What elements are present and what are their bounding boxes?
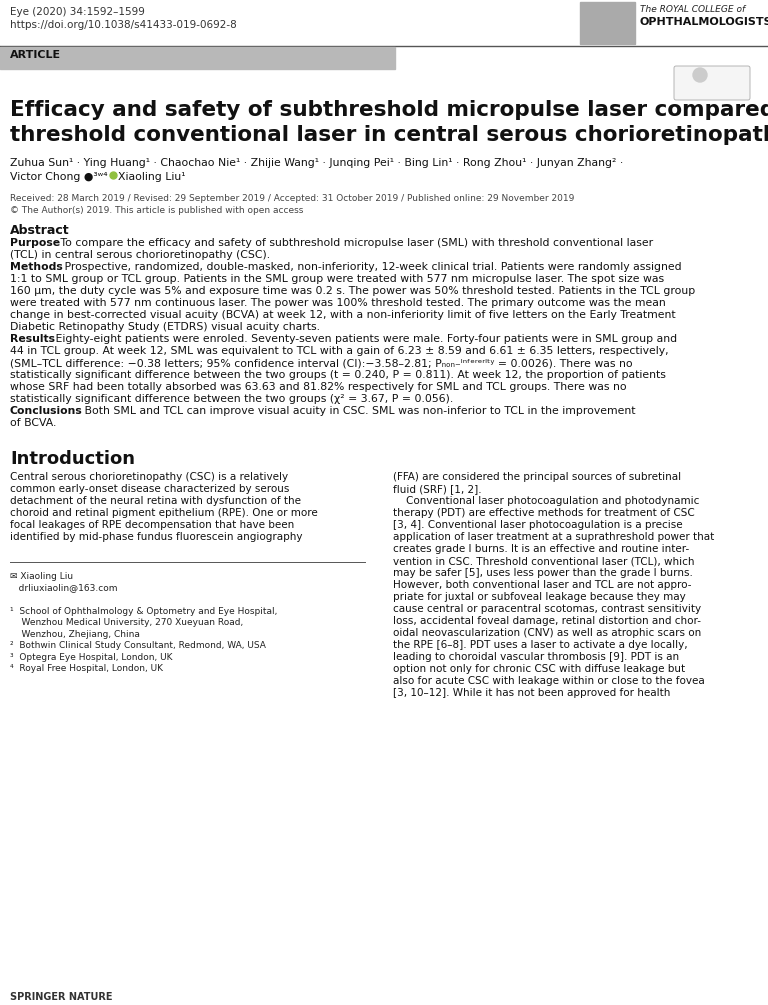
Text: Eighty-eight patients were enroled. Seventy-seven patients were male. Forty-four: Eighty-eight patients were enroled. Seve…	[52, 334, 677, 344]
Text: https://doi.org/10.1038/s41433-019-0692-8: https://doi.org/10.1038/s41433-019-0692-…	[10, 20, 237, 30]
Text: ³  Optegra Eye Hospital, London, UK: ³ Optegra Eye Hospital, London, UK	[10, 652, 173, 661]
Text: the RPE [6–8]. PDT uses a laser to activate a dye locally,: the RPE [6–8]. PDT uses a laser to activ…	[393, 640, 687, 650]
Text: detachment of the neural retina with dysfunction of the: detachment of the neural retina with dys…	[10, 496, 301, 506]
Text: © The Author(s) 2019. This article is published with open access: © The Author(s) 2019. This article is pu…	[10, 206, 303, 215]
Text: statistically significant difference between the two groups (t = 0.240, P = 0.81: statistically significant difference bet…	[10, 370, 666, 380]
Text: whose SRF had been totally absorbed was 63.63 and 81.82% respectively for SML an: whose SRF had been totally absorbed was …	[10, 382, 627, 392]
Text: ARTICLE: ARTICLE	[10, 50, 61, 60]
Text: Received: 28 March 2019 / Revised: 29 September 2019 / Accepted: 31 October 2019: Received: 28 March 2019 / Revised: 29 Se…	[10, 194, 574, 203]
Text: Central serous chorioretinopathy (CSC) is a relatively: Central serous chorioretinopathy (CSC) i…	[10, 472, 288, 482]
Text: 160 μm, the duty cycle was 5% and exposure time was 0.2 s. The power was 50% thr: 160 μm, the duty cycle was 5% and exposu…	[10, 286, 695, 296]
Text: Victor Chong ●³ʷ⁴ · Xiaoling Liu¹: Victor Chong ●³ʷ⁴ · Xiaoling Liu¹	[10, 172, 186, 182]
Text: Results: Results	[10, 334, 55, 344]
Bar	[580, 2, 635, 44]
Text: ²  Bothwin Clinical Study Consultant, Redmond, WA, USA: ² Bothwin Clinical Study Consultant, Red…	[10, 641, 266, 650]
Text: application of laser treatment at a suprathreshold power that: application of laser treatment at a supr…	[393, 532, 714, 542]
Text: Zuhua Sun¹ · Ying Huang¹ · Chaochao Nie¹ · Zhijie Wang¹ · Junqing Pei¹ · Bing Li: Zuhua Sun¹ · Ying Huang¹ · Chaochao Nie¹…	[10, 158, 624, 168]
Bar	[0, 47, 395, 69]
Text: ✉ Xiaoling Liu: ✉ Xiaoling Liu	[10, 572, 73, 581]
Text: Wenzhou Medical University, 270 Xueyuan Road,: Wenzhou Medical University, 270 Xueyuan …	[10, 618, 243, 627]
Text: may be safer [5], uses less power than the grade I burns.: may be safer [5], uses less power than t…	[393, 568, 693, 578]
Text: Check for
updates: Check for updates	[687, 82, 713, 92]
Text: Conventional laser photocoagulation and photodynamic: Conventional laser photocoagulation and …	[393, 496, 700, 506]
Text: Both SML and TCL can improve visual acuity in CSC. SML was non-inferior to TCL i: Both SML and TCL can improve visual acui…	[81, 406, 635, 416]
Text: threshold conventional laser in central serous chorioretinopathy: threshold conventional laser in central …	[10, 125, 768, 145]
Text: fluid (SRF) [1, 2].: fluid (SRF) [1, 2].	[393, 484, 482, 494]
Text: Abstract: Abstract	[10, 224, 70, 237]
Text: change in best-corrected visual acuity (BCVA) at week 12, with a non-inferiority: change in best-corrected visual acuity (…	[10, 310, 676, 320]
FancyBboxPatch shape	[674, 66, 750, 100]
Text: Efficacy and safety of subthreshold micropulse laser compared with: Efficacy and safety of subthreshold micr…	[10, 100, 768, 120]
Text: Diabetic Retinopathy Study (ETDRS) visual acuity charts.: Diabetic Retinopathy Study (ETDRS) visua…	[10, 322, 320, 332]
Text: Wenzhou, Zhejiang, China: Wenzhou, Zhejiang, China	[10, 629, 140, 638]
Text: Methods: Methods	[10, 262, 63, 272]
Text: focal leakages of RPE decompensation that have been: focal leakages of RPE decompensation tha…	[10, 520, 294, 530]
Text: loss, accidental foveal damage, retinal distortion and chor-: loss, accidental foveal damage, retinal …	[393, 616, 701, 626]
Text: (FFA) are considered the principal sources of subretinal: (FFA) are considered the principal sourc…	[393, 472, 681, 482]
Text: (TCL) in central serous chorioretinopathy (CSC).: (TCL) in central serous chorioretinopath…	[10, 250, 270, 260]
Text: vention in CSC. Threshold conventional laser (TCL), which: vention in CSC. Threshold conventional l…	[393, 556, 694, 566]
Text: leading to choroidal vascular thrombosis [9]. PDT is an: leading to choroidal vascular thrombosis…	[393, 652, 679, 662]
Circle shape	[693, 68, 707, 82]
Text: [3, 4]. Conventional laser photocoagulation is a precise: [3, 4]. Conventional laser photocoagulat…	[393, 520, 683, 530]
Text: ⁴  Royal Free Hospital, London, UK: ⁴ Royal Free Hospital, London, UK	[10, 664, 163, 673]
Text: also for acute CSC with leakage within or close to the fovea: also for acute CSC with leakage within o…	[393, 676, 705, 686]
Text: statistically significant difference between the two groups (χ² = 3.67, P = 0.05: statistically significant difference bet…	[10, 394, 453, 404]
Text: common early-onset disease characterized by serous: common early-onset disease characterized…	[10, 484, 290, 494]
Text: SPRINGER NATURE: SPRINGER NATURE	[10, 992, 112, 1002]
Text: Purpose: Purpose	[10, 238, 60, 248]
Text: 44 in TCL group. At week 12, SML was equivalent to TCL with a gain of 6.23 ± 8.5: 44 in TCL group. At week 12, SML was equ…	[10, 346, 669, 356]
Text: Conclusions: Conclusions	[10, 406, 83, 416]
Text: ¹  School of Ophthalmology & Optometry and Eye Hospital,: ¹ School of Ophthalmology & Optometry an…	[10, 606, 277, 615]
Text: [3, 10–12]. While it has not been approved for health: [3, 10–12]. While it has not been approv…	[393, 688, 670, 698]
Text: oidal neovascularization (CNV) as well as atrophic scars on: oidal neovascularization (CNV) as well a…	[393, 628, 701, 638]
Text: option not only for chronic CSC with diffuse leakage but: option not only for chronic CSC with dif…	[393, 664, 685, 674]
Text: cause central or paracentral scotomas, contrast sensitivity: cause central or paracentral scotomas, c…	[393, 604, 701, 614]
Text: Eye (2020) 34:1592–1599: Eye (2020) 34:1592–1599	[10, 7, 145, 17]
Text: (SML–TCL difference: −0.38 letters; 95% confidence interval (CI):−3.58–2.81; Pₙₒ: (SML–TCL difference: −0.38 letters; 95% …	[10, 358, 633, 368]
Text: 1:1 to SML group or TCL group. Patients in the SML group were treated with 577 n: 1:1 to SML group or TCL group. Patients …	[10, 274, 664, 284]
Text: priate for juxtal or subfoveal leakage because they may: priate for juxtal or subfoveal leakage b…	[393, 592, 686, 602]
Text: identified by mid-phase fundus fluorescein angiography: identified by mid-phase fundus fluoresce…	[10, 532, 303, 542]
Text: OPHTHALMOLOGISTS: OPHTHALMOLOGISTS	[640, 17, 768, 27]
Text: creates grade I burns. It is an effective and routine inter-: creates grade I burns. It is an effectiv…	[393, 544, 689, 554]
Text: of BCVA.: of BCVA.	[10, 418, 56, 428]
Text: Prospective, randomized, double-masked, non-inferiority, 12-week clinical trial.: Prospective, randomized, double-masked, …	[61, 262, 682, 272]
Text: drliuxiaolin@163.com: drliuxiaolin@163.com	[10, 584, 118, 593]
Text: were treated with 577 nm continuous laser. The power was 100% threshold tested. : were treated with 577 nm continuous lase…	[10, 298, 666, 308]
Text: choroid and retinal pigment epithelium (RPE). One or more: choroid and retinal pigment epithelium (…	[10, 508, 318, 518]
Text: therapy (PDT) are effective methods for treatment of CSC: therapy (PDT) are effective methods for …	[393, 508, 695, 518]
Text: Introduction: Introduction	[10, 450, 135, 468]
Text: However, both conventional laser and TCL are not appro-: However, both conventional laser and TCL…	[393, 580, 691, 590]
Text: To compare the efficacy and safety of subthreshold micropulse laser (SML) with t: To compare the efficacy and safety of su…	[57, 238, 653, 248]
Text: The ROYAL COLLEGE of: The ROYAL COLLEGE of	[640, 5, 745, 14]
